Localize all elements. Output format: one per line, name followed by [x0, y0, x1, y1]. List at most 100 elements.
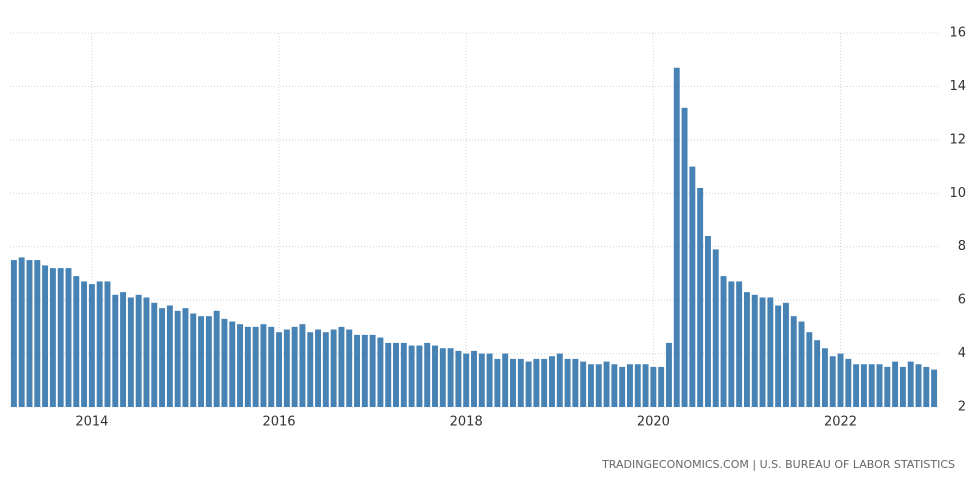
bar	[299, 324, 306, 407]
bar	[634, 364, 641, 407]
bar	[229, 321, 236, 407]
bar	[408, 345, 415, 407]
bar	[432, 345, 438, 407]
bar	[104, 281, 111, 407]
bar	[385, 342, 392, 407]
bar	[720, 276, 727, 407]
bar	[689, 166, 696, 407]
bar	[549, 356, 555, 407]
bar	[307, 332, 314, 407]
bar	[884, 366, 891, 407]
bar	[611, 364, 618, 407]
bar	[159, 308, 166, 407]
bar	[931, 369, 938, 407]
bar	[845, 358, 852, 407]
bar	[135, 294, 142, 407]
bar	[174, 310, 181, 407]
bar	[853, 364, 860, 407]
y-tick-label: 6	[958, 293, 966, 308]
bar	[34, 260, 41, 407]
bar	[393, 342, 399, 407]
bar	[244, 326, 251, 407]
y-tick-label: 14	[949, 79, 966, 94]
bar	[26, 260, 33, 407]
bar	[673, 67, 680, 407]
bar	[736, 281, 743, 407]
bar	[775, 305, 782, 407]
bar	[369, 334, 376, 407]
bar	[510, 358, 516, 407]
bar	[814, 340, 821, 407]
bar	[182, 308, 189, 407]
bar	[478, 353, 485, 407]
bar	[806, 332, 813, 407]
bar	[658, 366, 665, 407]
bar	[790, 316, 797, 407]
bar	[595, 364, 602, 407]
bar	[221, 318, 228, 407]
bar	[471, 350, 477, 407]
bar	[580, 361, 587, 407]
bar	[564, 358, 571, 407]
bar	[743, 292, 750, 407]
bar	[65, 268, 72, 407]
bar	[377, 337, 384, 407]
bar	[907, 361, 914, 407]
bar	[120, 292, 127, 407]
bar	[650, 366, 657, 407]
bar	[892, 361, 899, 407]
bar	[354, 334, 360, 407]
bar	[291, 326, 298, 407]
bar	[424, 342, 431, 407]
bar	[42, 265, 49, 407]
x-tick-label: 2022	[824, 415, 857, 430]
bar	[502, 353, 509, 407]
bar	[151, 302, 158, 407]
bar	[556, 353, 563, 407]
y-tick-label: 16	[949, 26, 966, 41]
bar	[49, 268, 56, 407]
bar	[829, 356, 836, 407]
x-tick-label: 2018	[450, 415, 483, 430]
bar	[416, 345, 423, 407]
bar	[642, 364, 649, 407]
bar	[447, 348, 454, 407]
bar	[10, 260, 17, 407]
bar	[112, 294, 119, 407]
bar	[704, 236, 711, 407]
y-tick-label: 10	[949, 186, 966, 201]
bar	[330, 329, 337, 407]
bar	[143, 297, 150, 407]
bar	[18, 257, 25, 407]
bar	[486, 353, 493, 407]
bar	[127, 297, 134, 407]
bar	[213, 310, 220, 407]
bar	[572, 358, 579, 407]
bar	[665, 342, 672, 407]
bar	[494, 358, 501, 407]
bar	[57, 268, 64, 407]
bar	[455, 350, 462, 407]
bar	[619, 366, 626, 407]
bar	[525, 361, 532, 407]
bar	[915, 364, 922, 407]
bar	[821, 348, 828, 407]
bar	[517, 358, 524, 407]
bar	[782, 302, 789, 407]
bar	[463, 353, 470, 407]
bar	[533, 358, 540, 407]
bar	[73, 276, 80, 407]
bar	[260, 324, 267, 407]
x-tick-label: 2016	[262, 415, 295, 430]
bar	[837, 353, 844, 407]
x-tick-label: 2020	[637, 415, 670, 430]
bar	[205, 316, 212, 407]
bar	[361, 334, 368, 407]
bar	[283, 329, 290, 407]
bar	[751, 294, 758, 407]
bar	[899, 366, 906, 407]
bar	[96, 281, 103, 407]
bar	[603, 361, 610, 407]
bar	[759, 297, 766, 407]
